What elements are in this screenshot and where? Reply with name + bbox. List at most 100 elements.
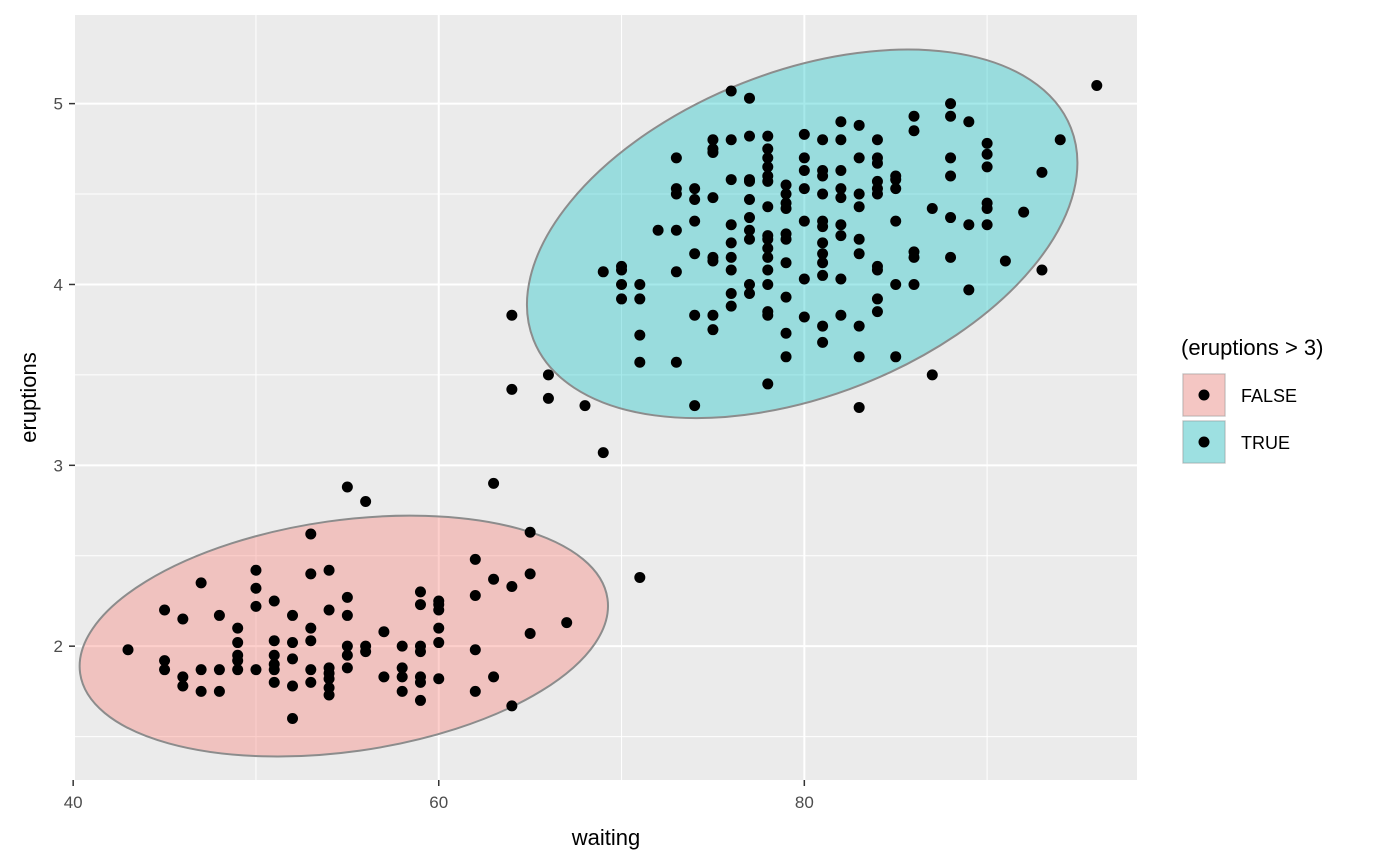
data-point <box>506 700 518 712</box>
data-point <box>287 680 299 692</box>
data-point <box>798 273 810 285</box>
y-axis-ticks: 2 3 4 5 <box>54 95 75 656</box>
data-point <box>524 628 536 640</box>
data-point <box>616 278 628 290</box>
data-point <box>817 269 829 281</box>
data-point <box>871 293 883 305</box>
data-point <box>689 193 701 205</box>
data-point <box>963 219 975 231</box>
data-point <box>945 212 957 224</box>
x-tick-label: 80 <box>795 793 814 812</box>
y-tick-label: 2 <box>54 637 63 656</box>
data-point <box>323 564 335 576</box>
data-point <box>817 336 829 348</box>
data-point <box>762 130 774 142</box>
data-point <box>908 246 920 258</box>
data-point <box>159 664 171 676</box>
x-axis-ticks: 40 60 80 <box>64 780 814 812</box>
data-point <box>268 676 280 688</box>
data-point <box>177 613 189 625</box>
data-point <box>963 116 975 128</box>
data-point <box>469 685 481 697</box>
data-point <box>524 526 536 538</box>
data-point <box>341 649 353 661</box>
data-point <box>798 215 810 227</box>
data-point <box>195 685 207 697</box>
data-point <box>341 481 353 493</box>
data-point <box>396 671 408 683</box>
data-point <box>798 152 810 164</box>
ellipse-true <box>525 48 1079 420</box>
data-point <box>945 251 957 263</box>
data-point <box>762 170 774 182</box>
data-point <box>506 383 518 395</box>
data-point <box>871 152 883 164</box>
data-point <box>853 201 865 213</box>
data-point <box>908 110 920 122</box>
data-point <box>780 291 792 303</box>
data-point <box>670 224 682 236</box>
data-point <box>414 694 426 706</box>
data-point <box>725 134 737 146</box>
major-gridlines <box>72 15 1137 780</box>
data-point <box>890 183 902 195</box>
data-point <box>414 671 426 683</box>
data-point <box>762 242 774 254</box>
data-point <box>433 673 445 685</box>
data-point <box>743 212 755 224</box>
data-point <box>835 192 847 204</box>
data-point <box>762 251 774 263</box>
x-axis-title: waiting <box>571 825 640 850</box>
legend-point <box>1198 436 1210 448</box>
data-point <box>725 174 737 186</box>
data-point <box>250 564 262 576</box>
data-point <box>835 134 847 146</box>
data-point <box>159 604 171 616</box>
data-point <box>213 685 225 697</box>
data-point <box>835 273 847 285</box>
data-point <box>341 640 353 652</box>
data-point <box>305 568 317 580</box>
data-point <box>689 248 701 260</box>
data-point <box>287 713 299 725</box>
data-point <box>414 640 426 652</box>
data-point <box>488 477 500 489</box>
data-point <box>616 293 628 305</box>
data-point <box>835 116 847 128</box>
data-point <box>396 662 408 674</box>
data-point <box>725 85 737 97</box>
data-point <box>396 640 408 652</box>
data-point <box>122 644 134 656</box>
data-point <box>963 284 975 296</box>
data-point <box>396 685 408 697</box>
data-point <box>469 644 481 656</box>
data-point <box>1036 264 1048 276</box>
data-point <box>981 137 993 149</box>
data-point <box>579 400 591 412</box>
data-point <box>707 143 719 155</box>
legend: (eruptions > 3) FALSE TRUE <box>1181 335 1323 464</box>
data-point <box>762 278 774 290</box>
data-point <box>853 188 865 200</box>
data-point <box>981 219 993 231</box>
data-point <box>652 224 664 236</box>
data-point <box>268 658 280 670</box>
data-point <box>890 215 902 227</box>
data-point <box>853 401 865 413</box>
data-point <box>890 278 902 290</box>
data-point <box>561 617 573 629</box>
data-point <box>305 676 317 688</box>
data-point <box>762 306 774 318</box>
data-point <box>213 609 225 621</box>
data-point <box>725 219 737 231</box>
data-point <box>871 175 883 187</box>
legend-label-true: TRUE <box>1241 433 1290 453</box>
data-point <box>743 224 755 236</box>
data-point <box>305 622 317 634</box>
data-point <box>835 219 847 231</box>
data-point <box>926 203 938 215</box>
data-point <box>378 671 390 683</box>
data-point <box>908 125 920 137</box>
data-point <box>287 653 299 665</box>
data-point <box>1054 134 1066 146</box>
